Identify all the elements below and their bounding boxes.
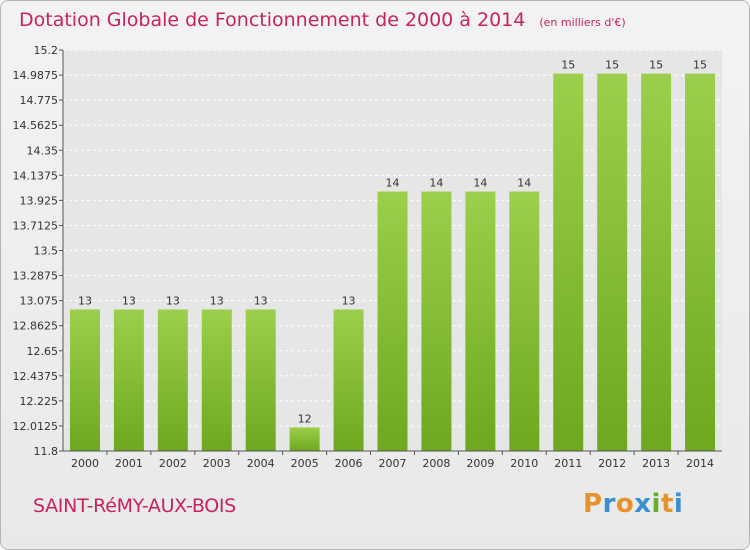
bar-2009 xyxy=(465,191,496,451)
x-axis: 2000 2001 2002 2003 2004 2005 2006 2007 2008 2009… xyxy=(63,450,722,470)
value-labels: 13 13 13 13 13 12 13 14 14 14 14 15 15 15 15 xyxy=(78,59,707,426)
bar-2003 xyxy=(201,309,232,451)
y-tick-label: 13.7125 xyxy=(13,219,59,232)
y-tick-label: 14.1375 xyxy=(13,169,59,182)
value-label: 13 xyxy=(342,294,356,307)
value-label: 15 xyxy=(693,59,707,72)
x-tick-label: 2003 xyxy=(203,457,231,470)
logo-letter: t xyxy=(660,489,674,519)
logo-letter: x xyxy=(634,489,652,519)
x-tick-label: 2009 xyxy=(466,457,494,470)
y-tick-label: 14.9875 xyxy=(13,69,59,82)
x-tick-label: 2000 xyxy=(71,457,99,470)
value-label: 14 xyxy=(517,177,531,190)
y-tick-label: 13.2875 xyxy=(13,270,59,283)
y-tick-label: 11.8 xyxy=(34,445,59,458)
x-tick-label: 2011 xyxy=(554,457,582,470)
x-tick-label: 2004 xyxy=(247,457,275,470)
y-tick-label: 14.35 xyxy=(27,144,59,157)
value-label: 13 xyxy=(166,294,180,307)
bar-2004 xyxy=(245,309,276,451)
logo-letter: P xyxy=(583,489,603,519)
logo-letter: i xyxy=(673,489,684,519)
value-label: 14 xyxy=(429,177,443,190)
value-label: 14 xyxy=(386,177,400,190)
bars xyxy=(69,73,716,452)
title-text: Dotation Globale de Fonctionnement de 20… xyxy=(19,9,526,31)
y-tick-label: 14.775 xyxy=(20,94,59,107)
y-tick-label: 12.225 xyxy=(20,395,59,408)
value-label: 14 xyxy=(473,177,487,190)
bar-2008 xyxy=(421,191,452,451)
x-tick-label: 2007 xyxy=(379,457,407,470)
value-label: 13 xyxy=(122,294,136,307)
y-axis: 11.8 12.0125 12.225 12.4375 12.65 12.8625 13.0… xyxy=(13,44,64,458)
y-tick-label: 15.2 xyxy=(34,44,59,57)
value-label: 13 xyxy=(210,294,224,307)
x-tick-label: 2010 xyxy=(510,457,538,470)
y-tick-label: 12.8625 xyxy=(13,320,59,333)
proxiti-logo: Proxiti xyxy=(583,489,683,519)
commune-name: SAINT-RéMY-AUX-BOIS xyxy=(33,495,236,517)
bar-2010 xyxy=(509,191,540,451)
y-tick-label: 12.4375 xyxy=(13,370,59,383)
bar-2014 xyxy=(685,73,716,452)
value-label: 15 xyxy=(649,59,663,72)
bar-2001 xyxy=(113,309,144,451)
x-tick-label: 2014 xyxy=(686,457,714,470)
x-tick-label: 2002 xyxy=(159,457,187,470)
y-tick-label: 13.925 xyxy=(20,194,59,207)
logo-letter: o xyxy=(615,489,635,519)
x-tick-label: 2001 xyxy=(115,457,143,470)
value-label: 15 xyxy=(605,59,619,72)
x-tick-label: 2008 xyxy=(422,457,450,470)
y-tick-label: 12.0125 xyxy=(13,420,59,433)
y-tick-label: 13.075 xyxy=(20,295,59,308)
x-tick-label: 2012 xyxy=(598,457,626,470)
logo-letter: i xyxy=(651,489,661,519)
value-label: 13 xyxy=(78,294,92,307)
bar-2007 xyxy=(377,191,408,451)
y-tick-label: 12.65 xyxy=(27,345,59,358)
value-label: 12 xyxy=(298,412,312,425)
value-label: 15 xyxy=(561,59,575,72)
bar-2013 xyxy=(641,73,672,452)
unit-note: (en milliers d'€) xyxy=(539,16,626,29)
y-tick-label: 14.5625 xyxy=(13,119,59,132)
x-tick-label: 2006 xyxy=(335,457,363,470)
bar-2002 xyxy=(157,309,188,451)
x-tick-label: 2013 xyxy=(642,457,670,470)
bar-2005 xyxy=(289,427,320,451)
bar-2012 xyxy=(597,73,628,452)
bar-2000 xyxy=(69,309,100,451)
logo-letter: r xyxy=(602,489,616,519)
x-tick-label: 2005 xyxy=(291,457,319,470)
value-label: 13 xyxy=(254,294,268,307)
bar-2006 xyxy=(333,309,364,451)
bar-2011 xyxy=(553,73,584,452)
y-tick-label: 13.5 xyxy=(34,245,59,258)
chart-title: Dotation Globale de Fonctionnement de 20… xyxy=(19,9,626,31)
